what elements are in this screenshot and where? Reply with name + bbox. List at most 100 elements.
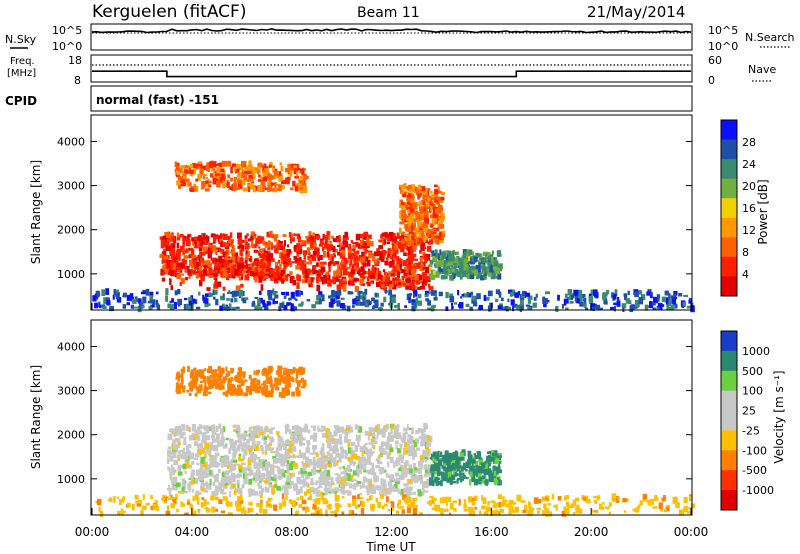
data-cell xyxy=(452,463,455,466)
data-cell xyxy=(267,185,270,192)
data-cell xyxy=(235,285,241,290)
data-cell xyxy=(265,269,268,272)
data-cell xyxy=(409,435,413,441)
data-cell xyxy=(177,259,180,262)
data-cell xyxy=(184,178,190,183)
data-cell xyxy=(608,502,612,507)
data-cell xyxy=(248,264,252,268)
data-cell xyxy=(390,251,392,256)
data-cell xyxy=(419,512,423,515)
data-cell xyxy=(357,484,360,487)
data-cell xyxy=(275,183,280,187)
data-cell xyxy=(182,482,187,486)
data-cell xyxy=(259,478,264,482)
data-cell xyxy=(319,254,323,260)
data-cell xyxy=(412,291,416,298)
data-cell xyxy=(361,451,364,457)
data-cell xyxy=(321,281,325,285)
data-cell xyxy=(260,284,264,291)
data-cell xyxy=(426,245,432,252)
data-cell xyxy=(241,433,246,439)
data-cell xyxy=(381,237,387,240)
data-cell xyxy=(312,456,316,464)
data-cell xyxy=(471,502,476,506)
data-cell xyxy=(359,464,362,471)
data-cell xyxy=(382,275,385,282)
data-cell xyxy=(418,261,421,268)
data-cell xyxy=(230,239,233,246)
data-cell xyxy=(362,246,366,249)
data-cell xyxy=(216,435,220,441)
data-cell xyxy=(252,186,256,193)
data-cell xyxy=(383,503,388,507)
data-cell xyxy=(462,462,467,467)
data-cell xyxy=(347,503,352,508)
data-cell xyxy=(301,442,306,446)
data-cell xyxy=(179,267,183,270)
data-cell xyxy=(324,482,328,490)
data-cell xyxy=(241,371,246,377)
data-cell xyxy=(652,307,655,310)
data-cell xyxy=(162,266,166,274)
data-cell xyxy=(183,439,187,446)
data-cell xyxy=(172,466,175,470)
data-cell xyxy=(177,464,183,469)
data-cell xyxy=(431,228,437,232)
date-title: 21/May/2014 xyxy=(587,3,685,21)
data-cell xyxy=(377,485,382,491)
data-cell xyxy=(286,253,290,258)
data-cell xyxy=(204,188,210,192)
data-cell xyxy=(498,453,502,459)
data-cell xyxy=(418,294,422,299)
data-cell xyxy=(515,304,520,310)
data-cell xyxy=(353,257,359,261)
data-cell xyxy=(254,275,258,283)
data-cell xyxy=(348,253,353,260)
data-cell xyxy=(224,264,229,271)
data-cell xyxy=(295,430,300,435)
data-cell xyxy=(203,487,207,493)
data-cell xyxy=(331,488,335,494)
data-cell xyxy=(173,429,178,435)
data-cell xyxy=(477,478,480,484)
data-cell xyxy=(591,303,596,307)
data-cell xyxy=(231,163,236,168)
data-cell xyxy=(665,507,670,512)
data-cell xyxy=(215,496,219,501)
data-cell xyxy=(290,276,295,280)
data-cell xyxy=(404,233,408,237)
data-cell xyxy=(253,370,256,376)
data-cell xyxy=(302,270,305,275)
data-cell xyxy=(640,294,646,301)
data-cell xyxy=(249,271,255,275)
data-cell xyxy=(432,211,437,217)
data-cell xyxy=(580,294,586,297)
data-cell xyxy=(371,487,376,495)
data-cell xyxy=(273,268,277,272)
data-cell xyxy=(308,429,311,434)
data-cell xyxy=(376,281,380,287)
data-cell xyxy=(188,427,191,433)
data-cell xyxy=(570,503,575,509)
data-cell xyxy=(408,193,412,199)
data-cell xyxy=(323,251,326,258)
data-cell xyxy=(230,232,233,238)
data-cell xyxy=(412,476,417,482)
data-cell xyxy=(239,269,244,272)
data-cell xyxy=(490,276,495,280)
data-cell xyxy=(324,490,328,496)
data-cell xyxy=(226,466,230,469)
data-cell xyxy=(265,500,269,508)
data-cell xyxy=(429,260,434,264)
data-cell xyxy=(500,297,504,302)
data-cell xyxy=(533,296,537,301)
data-cell xyxy=(259,495,263,499)
data-cell xyxy=(433,464,439,470)
data-cell xyxy=(122,497,125,501)
data-cell xyxy=(204,298,209,304)
data-cell xyxy=(492,465,496,471)
data-cell xyxy=(268,390,274,398)
data-cell xyxy=(654,495,658,502)
freq-right-tick-top: 60 xyxy=(708,54,722,67)
